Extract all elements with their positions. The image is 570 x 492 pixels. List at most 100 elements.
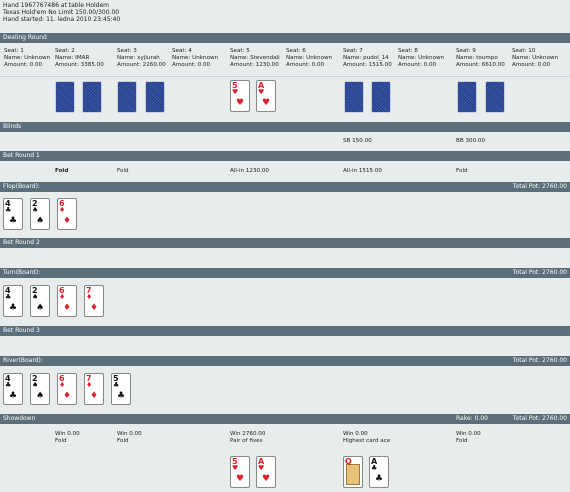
spade-icon: ♠ xyxy=(32,381,39,389)
showdown-total-pot: Total Pot: 2760.00 xyxy=(512,415,567,422)
seat-name: Name: Unknown xyxy=(286,55,333,62)
seat-amount: Amount: 1515.00 xyxy=(343,62,392,69)
diamond-icon: ♦ xyxy=(86,381,93,389)
river-bar: River(Board): Total Pot: 2760.00 xyxy=(0,356,570,366)
seat-info: Seat: 5 Name: Stevendali Amount: 1230.00 xyxy=(230,48,280,70)
club-icon: ♣ xyxy=(8,391,18,401)
card-rank: 6 xyxy=(59,199,65,208)
rake-text: Rake: 0.00 xyxy=(456,415,488,422)
seat-seat: Seat: 7 xyxy=(343,48,363,54)
turn-label: Turn(Board): xyxy=(3,269,41,276)
seat-info: Seat: 6 Name: Unknown Amount: 0.00 xyxy=(286,48,332,70)
card-rank: 5 xyxy=(232,81,238,90)
seat-amount: Amount: 0.00 xyxy=(398,62,437,69)
playing-card-icon: 7 ♦ ♦ xyxy=(84,373,104,405)
seat-info: Seat: 7 Name: pudol_14 Amount: 1515.00 xyxy=(343,48,392,70)
club-icon: ♣ xyxy=(8,216,18,226)
small-blind-text: SB 150.00 xyxy=(343,138,372,144)
playing-card-icon: A ♥ ♥ xyxy=(256,80,276,112)
playing-card-icon: 6 ♦ ♦ xyxy=(57,198,77,230)
seat-info: Seat: 2 Name: IMAR Amount: 3385.00 xyxy=(55,48,104,70)
club-icon: ♣ xyxy=(371,464,378,472)
playing-card-icon: 4 ♣ ♣ xyxy=(3,198,23,230)
seat9-result: Win 0.00 Fold xyxy=(456,431,481,445)
seat-seat: Seat: 3 xyxy=(117,48,137,54)
card-rank: 7 xyxy=(86,286,92,295)
card-rank: 5 xyxy=(113,374,119,383)
card-rank: 5 xyxy=(232,457,238,466)
card-back-icon xyxy=(344,81,364,113)
seat9-action: Fold xyxy=(456,168,468,174)
seat2-win: Win 0.00 xyxy=(55,431,80,437)
seat7-result: Win 0.00 Highest card ace xyxy=(343,431,390,445)
seat2-result: Win 0.00 Fold xyxy=(55,431,80,445)
heart-icon: ♥ xyxy=(235,474,245,484)
seat-name: Name: toumpo xyxy=(456,55,498,62)
playing-card-icon: 5 ♥ ♥ xyxy=(230,456,250,488)
heart-icon: ♥ xyxy=(258,88,265,96)
seat-amount: Amount: 1230.00 xyxy=(230,62,279,69)
heart-icon: ♥ xyxy=(261,474,271,484)
seat2-desc: Fold xyxy=(55,438,67,444)
seat5-action: All-in 1230.00 xyxy=(230,168,269,174)
seat-name: Name: Stevendali xyxy=(230,55,280,62)
card-back-icon xyxy=(55,81,75,113)
diamond-icon: ♦ xyxy=(62,391,72,401)
club-icon: ♣ xyxy=(5,293,12,301)
seat-info: Seat: 4 Name: Unknown Amount: 0.00 xyxy=(172,48,218,70)
seat-seat: Seat: 1 xyxy=(4,48,24,54)
diamond-icon: ♦ xyxy=(62,303,72,313)
bet-round-1-label: Bet Round 1 xyxy=(3,152,40,159)
seat9-win: Win 0.00 xyxy=(456,431,481,437)
queen-face-icon xyxy=(346,464,360,485)
card-rank: A xyxy=(371,457,378,466)
spade-icon: ♠ xyxy=(35,216,45,226)
card-back-icon xyxy=(371,81,391,113)
seat-name: Name: Unknown xyxy=(512,55,559,62)
seat-amount: Amount: 2260.00 xyxy=(117,62,166,69)
heart-icon: ♥ xyxy=(258,464,265,472)
playing-card-icon: A ♥ ♥ xyxy=(256,456,276,488)
seat7-win: Win 0.00 xyxy=(343,431,368,437)
spade-icon: ♠ xyxy=(35,391,45,401)
seat2-action: Fold xyxy=(55,168,69,174)
seat-name: Name: pudol_14 xyxy=(343,55,389,62)
playing-card-icon: 2 ♠ ♠ xyxy=(30,198,50,230)
spade-icon: ♠ xyxy=(32,293,39,301)
seat-seat: Seat: 10 xyxy=(512,48,536,54)
club-icon: ♣ xyxy=(374,474,384,484)
seat-info: Seat: 3 Name: xyjlurah Amount: 2260.00 xyxy=(117,48,166,70)
seat-amount: Amount: 0.00 xyxy=(512,62,551,69)
club-icon: ♣ xyxy=(5,381,12,389)
playing-card-icon: A ♣ ♣ xyxy=(369,456,389,488)
card-back-icon xyxy=(82,81,102,113)
diamond-icon: ♦ xyxy=(89,391,99,401)
bet-round-3-label: Bet Round 3 xyxy=(3,327,40,334)
club-icon: ♣ xyxy=(113,381,120,389)
turn-total-pot: Total Pot: 2760.00 xyxy=(512,269,567,276)
showdown-label: Showdown xyxy=(3,415,36,422)
blinds-label: Blinds xyxy=(3,123,22,130)
flop-label: Flop(Board): xyxy=(3,183,40,190)
seat-info: Seat: 8 Name: Unknown Amount: 0.00 xyxy=(398,48,444,70)
seat-amount: Amount: 0.00 xyxy=(172,62,211,69)
seat-info: Seat: 1 Name: Unknown Amount: 0.00 xyxy=(4,48,50,70)
diamond-icon: ♦ xyxy=(59,206,66,214)
row-divider xyxy=(0,76,570,77)
card-rank: 4 xyxy=(5,286,11,295)
dealing-round-bar: Dealing Round xyxy=(0,33,570,43)
playing-card-icon: 2 ♠ ♠ xyxy=(30,285,50,317)
spade-icon: ♠ xyxy=(32,206,39,214)
seat3-desc: Fold xyxy=(117,438,129,444)
diamond-icon: ♦ xyxy=(62,216,72,226)
seat-name: Name: Unknown xyxy=(4,55,51,62)
seat3-win: Win 0.00 xyxy=(117,431,142,437)
card-rank: 2 xyxy=(32,374,38,383)
playing-card-icon: 4 ♣ ♣ xyxy=(3,373,23,405)
blinds-bar: Blinds xyxy=(0,122,570,132)
seat-info: Seat: 10 Name: Unknown Amount: 0.00 xyxy=(512,48,558,70)
seat-seat: Seat: 2 xyxy=(55,48,75,54)
seat-name: Name: Unknown xyxy=(398,55,445,62)
river-label: River(Board): xyxy=(3,357,43,364)
